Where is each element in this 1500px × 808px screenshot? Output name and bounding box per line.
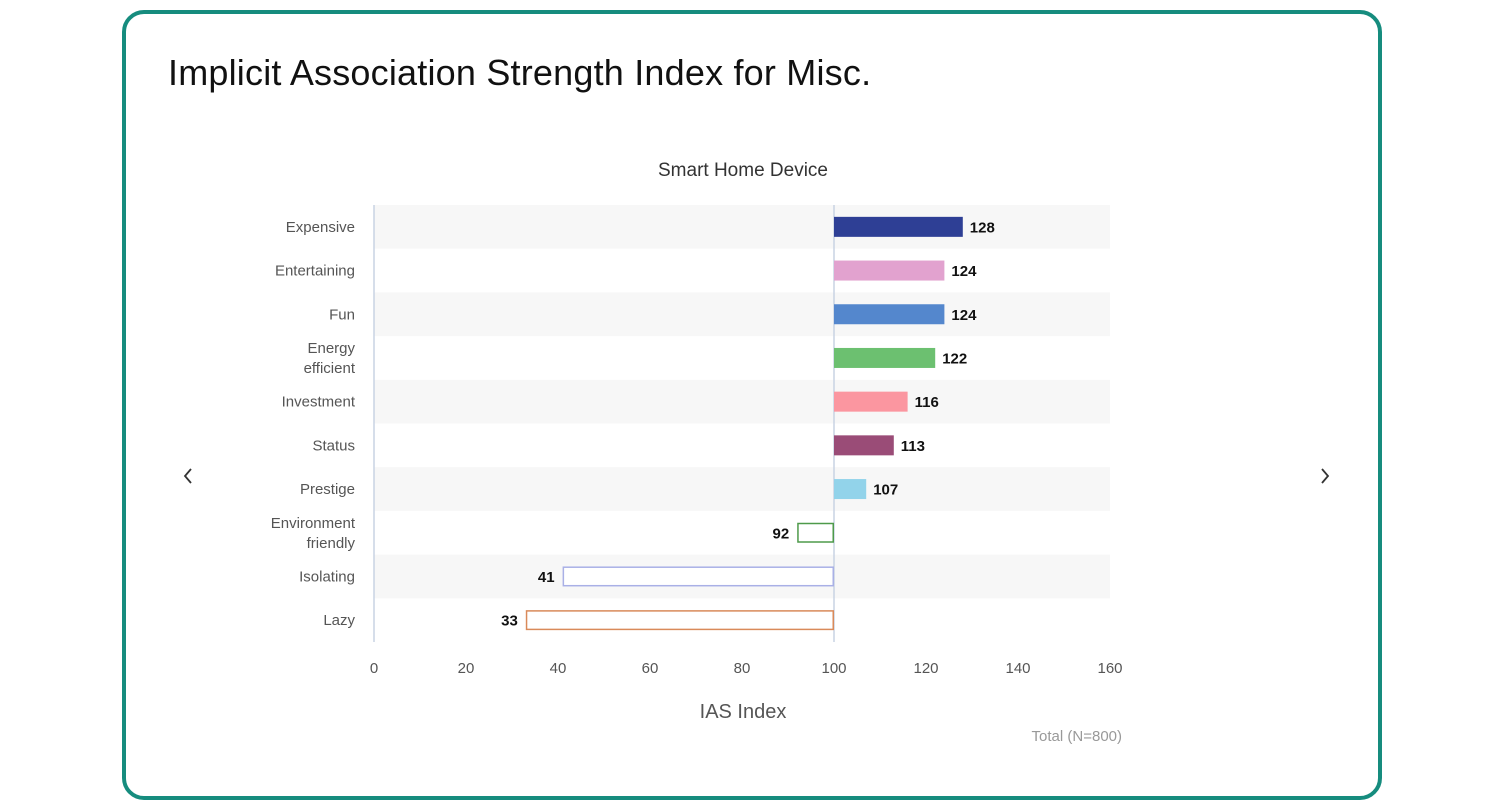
x-axis-title: IAS Index	[700, 701, 787, 723]
x-tick-labels: 0 20 40 60 80 100 120 140 160	[370, 660, 1123, 677]
x-tick-label: 0	[370, 660, 378, 677]
bar-value-label: 113	[901, 438, 925, 455]
bar	[834, 304, 945, 325]
row-band	[374, 292, 1110, 337]
x-tick-label: 100	[821, 660, 846, 677]
bar-value-label: 92	[773, 525, 790, 542]
bar	[834, 260, 945, 281]
chevron-left-icon[interactable]	[176, 461, 200, 491]
category-label: Energy efficient	[304, 340, 356, 377]
bar	[834, 435, 894, 456]
x-tick-label: 160	[1097, 660, 1122, 677]
category-label: Lazy	[323, 612, 355, 629]
chevron-right-icon[interactable]	[1313, 461, 1337, 491]
bar	[834, 391, 908, 412]
x-tick-label: 120	[913, 660, 938, 677]
x-tick-label: 60	[642, 660, 659, 677]
x-tick-label: 140	[1005, 660, 1030, 677]
chart-card: Implicit Association Strength Index for …	[122, 10, 1382, 800]
row-band	[374, 379, 1110, 424]
category-label: Investment	[282, 394, 356, 411]
category-label: Entertaining	[275, 263, 355, 280]
bar-value-label: 33	[501, 613, 518, 630]
bar-value-label: 124	[951, 307, 977, 324]
bars: 128 124 124 122 116 113 107 92 41 33	[501, 216, 995, 631]
category-label: Fun	[329, 306, 355, 323]
bar	[562, 566, 834, 587]
footnote: Total (N=800)	[1032, 728, 1122, 745]
bar	[525, 610, 834, 631]
bar-value-label: 128	[970, 219, 995, 236]
chart-title: Smart Home Device	[658, 160, 828, 181]
x-tick-label: 80	[734, 660, 751, 677]
bar-value-label: 107	[873, 482, 898, 499]
bar	[797, 522, 835, 543]
category-labels: Expensive Entertaining Fun Energy efficient I…	[271, 219, 356, 629]
bar-value-label: 41	[538, 569, 555, 586]
row-bands	[374, 205, 1110, 599]
bar-value-label: 124	[951, 263, 977, 280]
bar	[834, 216, 963, 237]
category-label: Prestige	[300, 481, 355, 498]
bar	[834, 347, 936, 368]
x-tick-label: 40	[550, 660, 567, 677]
x-tick-label: 20	[458, 660, 475, 677]
bar-value-label: 122	[942, 350, 967, 367]
bar-value-label: 116	[915, 394, 939, 411]
category-label: Isolating	[299, 568, 355, 585]
row-band	[374, 205, 1110, 249]
bar	[834, 479, 867, 500]
bar-chart: Smart Home Device 128 124 124 122 116 113 107 9…	[271, 160, 1123, 745]
category-label: Expensive	[286, 219, 355, 236]
category-label: Status	[312, 437, 355, 454]
page-title: Implicit Association Strength Index for …	[168, 52, 872, 93]
row-band	[374, 467, 1110, 511]
category-label: Environment friendly	[271, 515, 356, 552]
